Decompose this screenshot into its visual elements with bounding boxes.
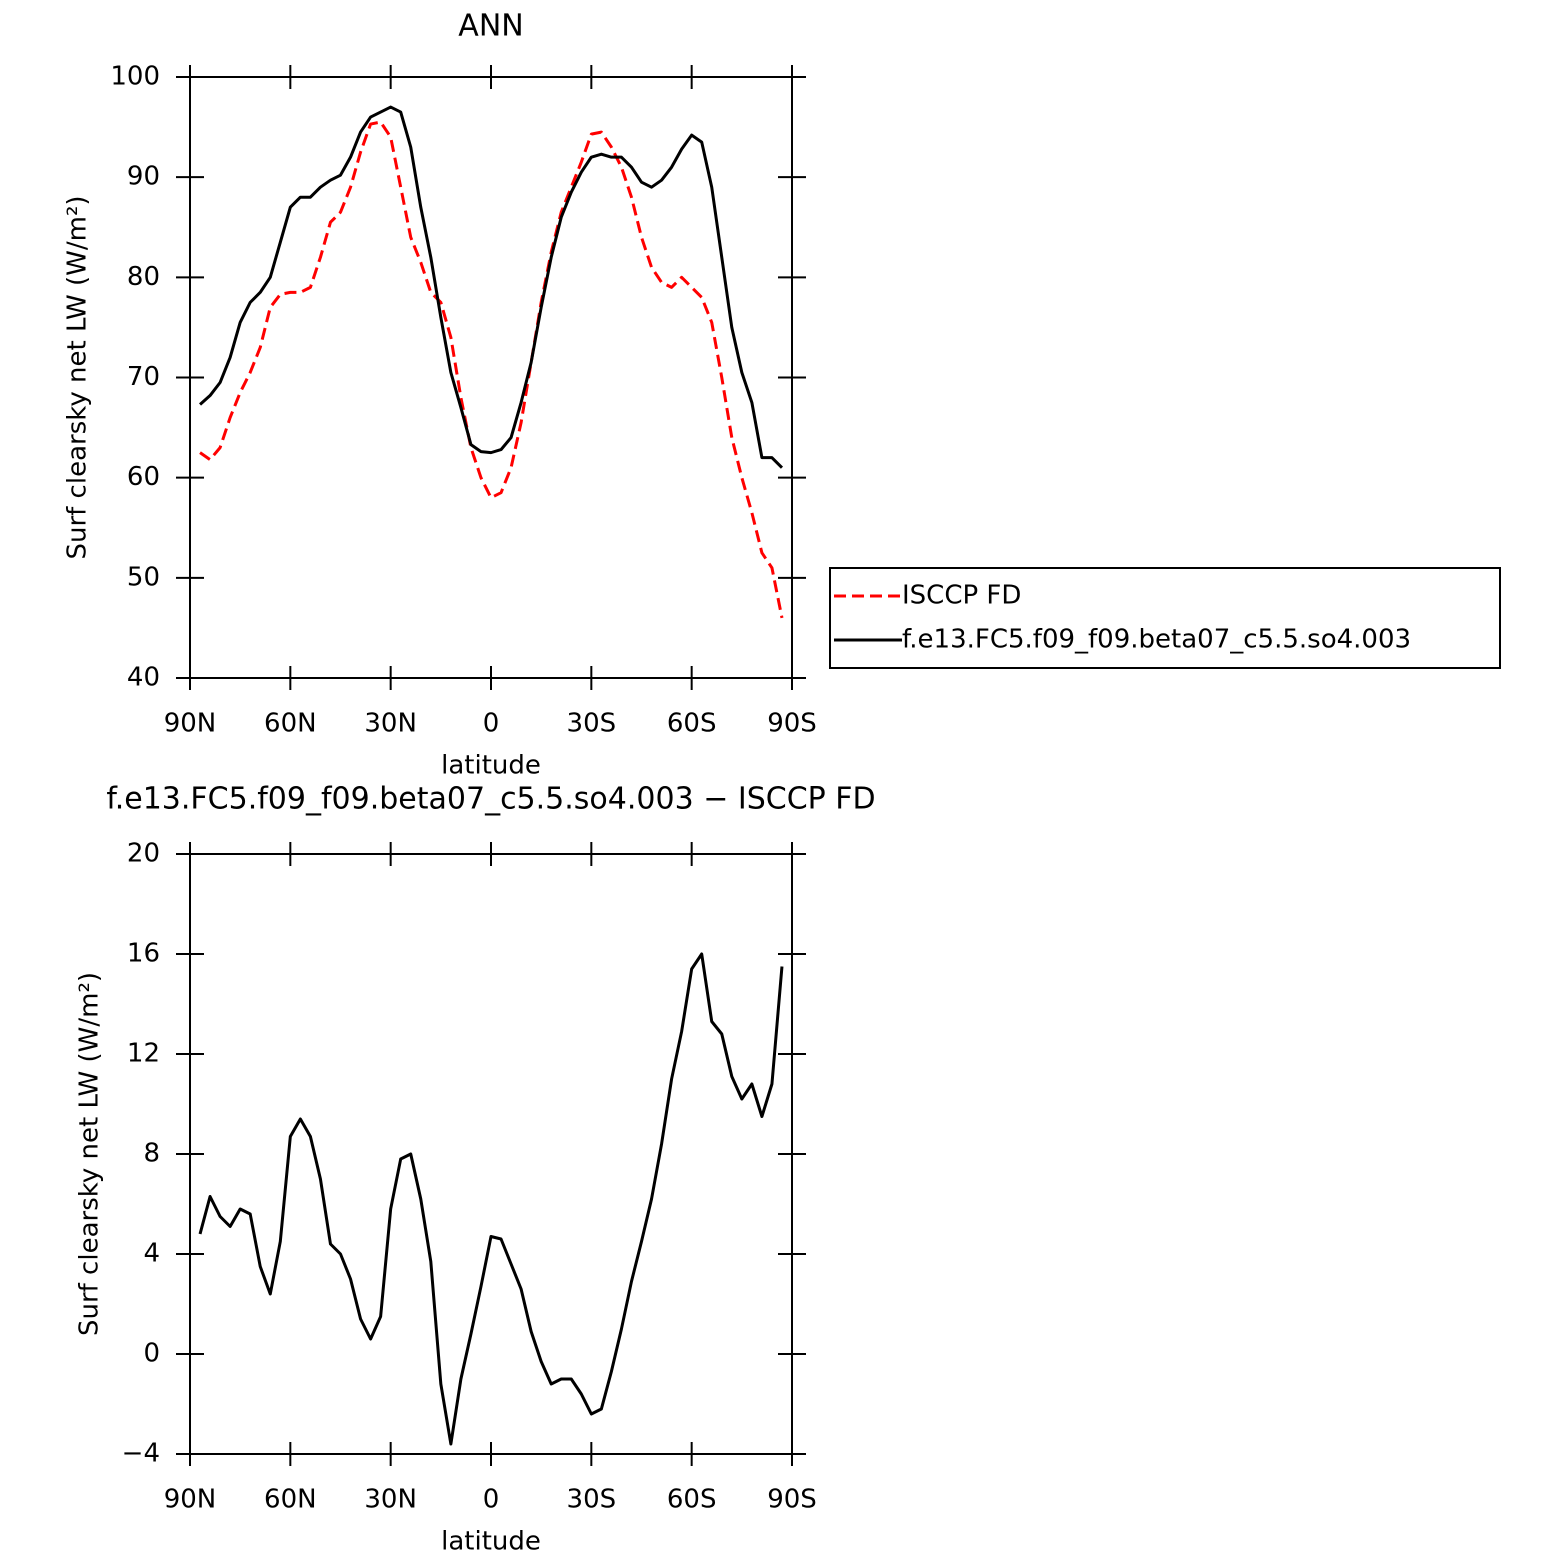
legend-box <box>829 567 1501 669</box>
x-tick-label: 0 <box>483 1485 500 1515</box>
plot-frame <box>189 76 793 679</box>
x-tick-label: 60N <box>264 709 317 739</box>
y-tick-label: 100 <box>110 62 160 92</box>
y-axis-label: Surf clearsky net LW (W/m²) <box>75 972 105 1336</box>
y-tick-label: 16 <box>127 939 160 969</box>
x-tick-label: 30S <box>567 709 617 739</box>
y-tick-label: 12 <box>127 1039 160 1069</box>
y-tick-label: 0 <box>143 1339 160 1369</box>
y-tick-label: 20 <box>127 839 160 869</box>
x-axis-label: latitude <box>441 1527 541 1557</box>
data-line <box>198 952 784 1446</box>
y-tick-label: 60 <box>127 462 160 492</box>
y-tick-label: 90 <box>127 162 160 192</box>
y-tick-label: 70 <box>127 362 160 392</box>
data-line <box>199 120 784 619</box>
x-tick-label: 90N <box>164 1485 217 1515</box>
x-tick-label: 30N <box>364 709 417 739</box>
plot-frame <box>189 853 793 1455</box>
x-tick-label: 60S <box>667 709 717 739</box>
y-tick-label: 4 <box>143 1239 160 1269</box>
y-tick-label: 80 <box>127 262 160 292</box>
legend-label: f.e13.FC5.f09_f09.beta07_c5.5.so4.003 <box>902 625 1411 655</box>
x-tick-label: 60S <box>667 1485 717 1515</box>
x-axis-label: latitude <box>441 751 541 781</box>
y-tick-label: 8 <box>143 1139 160 1169</box>
x-tick-label: 0 <box>483 709 500 739</box>
x-tick-label: 90N <box>164 709 217 739</box>
data-line <box>199 105 784 469</box>
y-tick-label: 40 <box>127 663 160 693</box>
legend-label: ISCCP FD <box>902 581 1021 611</box>
x-tick-label: 90S <box>767 709 817 739</box>
x-tick-label: 30S <box>567 1485 617 1515</box>
y-tick-label: −4 <box>122 1439 160 1469</box>
chart-title: f.e13.FC5.f09_f09.beta07_c5.5.so4.003 − … <box>106 782 875 817</box>
chart-title: ANN <box>458 9 523 44</box>
y-axis-label: Surf clearsky net LW (W/m²) <box>63 195 93 559</box>
x-tick-label: 60N <box>264 1485 317 1515</box>
x-tick-label: 90S <box>767 1485 817 1515</box>
y-tick-label: 50 <box>127 562 160 592</box>
x-tick-label: 30N <box>364 1485 417 1515</box>
